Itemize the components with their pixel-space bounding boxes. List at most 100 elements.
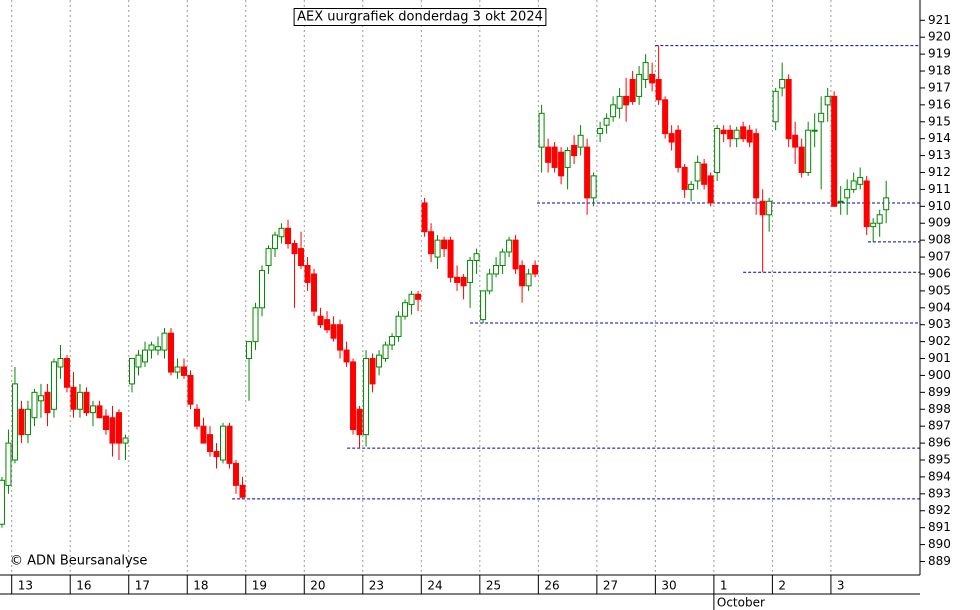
candle-body xyxy=(128,358,135,385)
candle-body xyxy=(597,128,604,135)
candle-body xyxy=(584,146,591,199)
candle-body xyxy=(148,344,155,351)
candle-body xyxy=(11,383,18,461)
candle-body xyxy=(824,95,831,106)
candle-body xyxy=(200,425,207,444)
x-tick-label: 27 xyxy=(603,579,618,593)
candle-body xyxy=(194,408,201,427)
candle-body xyxy=(610,104,617,118)
candle-body xyxy=(376,354,383,368)
candle-body xyxy=(298,248,305,267)
y-tick-label: 897 xyxy=(928,419,951,433)
candle-body xyxy=(649,73,656,84)
candle-body xyxy=(857,177,864,185)
candle-body xyxy=(766,200,773,216)
y-tick-label: 899 xyxy=(928,385,951,399)
candle-body xyxy=(161,332,168,351)
candle-body xyxy=(408,293,415,305)
candle-body xyxy=(623,95,630,106)
candle-body xyxy=(76,391,83,410)
candle-body xyxy=(512,239,519,270)
candle-body xyxy=(31,391,38,419)
candle-body xyxy=(525,273,532,287)
candle-body xyxy=(753,133,760,199)
candle-body xyxy=(109,417,116,444)
candle-body xyxy=(746,129,753,143)
y-tick-label: 911 xyxy=(928,182,951,196)
levels xyxy=(232,45,920,500)
candle-body xyxy=(740,126,747,140)
candle-body xyxy=(356,408,363,436)
candle-body xyxy=(141,349,148,363)
candle-body xyxy=(207,434,214,453)
y-tick-label: 896 xyxy=(928,436,951,450)
candle-body xyxy=(707,175,714,204)
x-tick-label: 18 xyxy=(193,579,208,593)
candle-body xyxy=(115,412,122,444)
candle-body xyxy=(421,202,428,233)
candle-body xyxy=(18,408,25,436)
candle-body xyxy=(102,415,109,431)
candle-body xyxy=(369,358,376,385)
candle-body xyxy=(343,349,350,363)
candle-body xyxy=(805,129,812,173)
candle-body xyxy=(493,265,500,275)
y-tick-label: 921 xyxy=(928,13,951,27)
y-tick-label: 914 xyxy=(928,131,951,145)
candle-body xyxy=(545,146,552,163)
y-tick-label: 895 xyxy=(928,453,951,467)
candle-body xyxy=(434,239,441,258)
x-tick-label: 19 xyxy=(252,579,267,593)
x-tick-label: 16 xyxy=(76,579,91,593)
candle-body xyxy=(642,62,649,80)
candle-body xyxy=(350,361,357,431)
y-tick-label: 913 xyxy=(928,148,951,162)
y-tick-label: 893 xyxy=(928,486,951,500)
grid xyxy=(11,0,832,575)
candle-body xyxy=(220,425,227,461)
candle-body xyxy=(174,366,181,373)
candle-body xyxy=(467,259,474,283)
candle-body xyxy=(37,395,44,402)
candle-body xyxy=(558,151,565,177)
y-tick-label: 917 xyxy=(928,80,951,94)
candle-body xyxy=(441,239,448,250)
candle-body xyxy=(701,163,708,185)
x-tick-label: 13 xyxy=(18,579,33,593)
y-tick-label: 915 xyxy=(928,114,951,128)
candle-body xyxy=(259,270,266,309)
candle-body xyxy=(714,128,721,174)
candle-body xyxy=(233,462,240,486)
candle-body xyxy=(837,200,844,203)
candle-body xyxy=(831,95,838,207)
y-tick-label: 891 xyxy=(928,520,951,534)
candle-body xyxy=(389,336,396,346)
candle-body xyxy=(285,227,292,245)
candle-body xyxy=(733,129,740,140)
y-tick-label: 918 xyxy=(928,64,951,78)
y-tick-label: 892 xyxy=(928,503,951,517)
x-tick-label: 3 xyxy=(837,579,845,593)
candle-body xyxy=(454,276,461,283)
candle-body xyxy=(870,222,877,228)
candle-body xyxy=(863,180,870,228)
x-tick-label: 26 xyxy=(544,579,559,593)
candle-body xyxy=(603,117,610,126)
candle-body xyxy=(304,265,311,283)
y-tick-label: 903 xyxy=(928,317,951,331)
candle-body xyxy=(818,112,825,123)
candle-body xyxy=(226,425,233,464)
candle-body xyxy=(291,243,298,255)
candle-body xyxy=(311,273,318,312)
candle-body xyxy=(792,134,799,148)
candle-body xyxy=(694,161,701,182)
axes: 889 890 891 892 893 894 895 896 897 898 899 900 901 9… xyxy=(0,0,951,610)
candle-body xyxy=(655,78,662,101)
candle-body xyxy=(83,391,90,414)
candle-body xyxy=(70,386,77,410)
candle-body xyxy=(330,324,337,339)
candle-body xyxy=(551,146,558,168)
candle-body xyxy=(187,374,194,405)
candle-body xyxy=(154,346,161,351)
